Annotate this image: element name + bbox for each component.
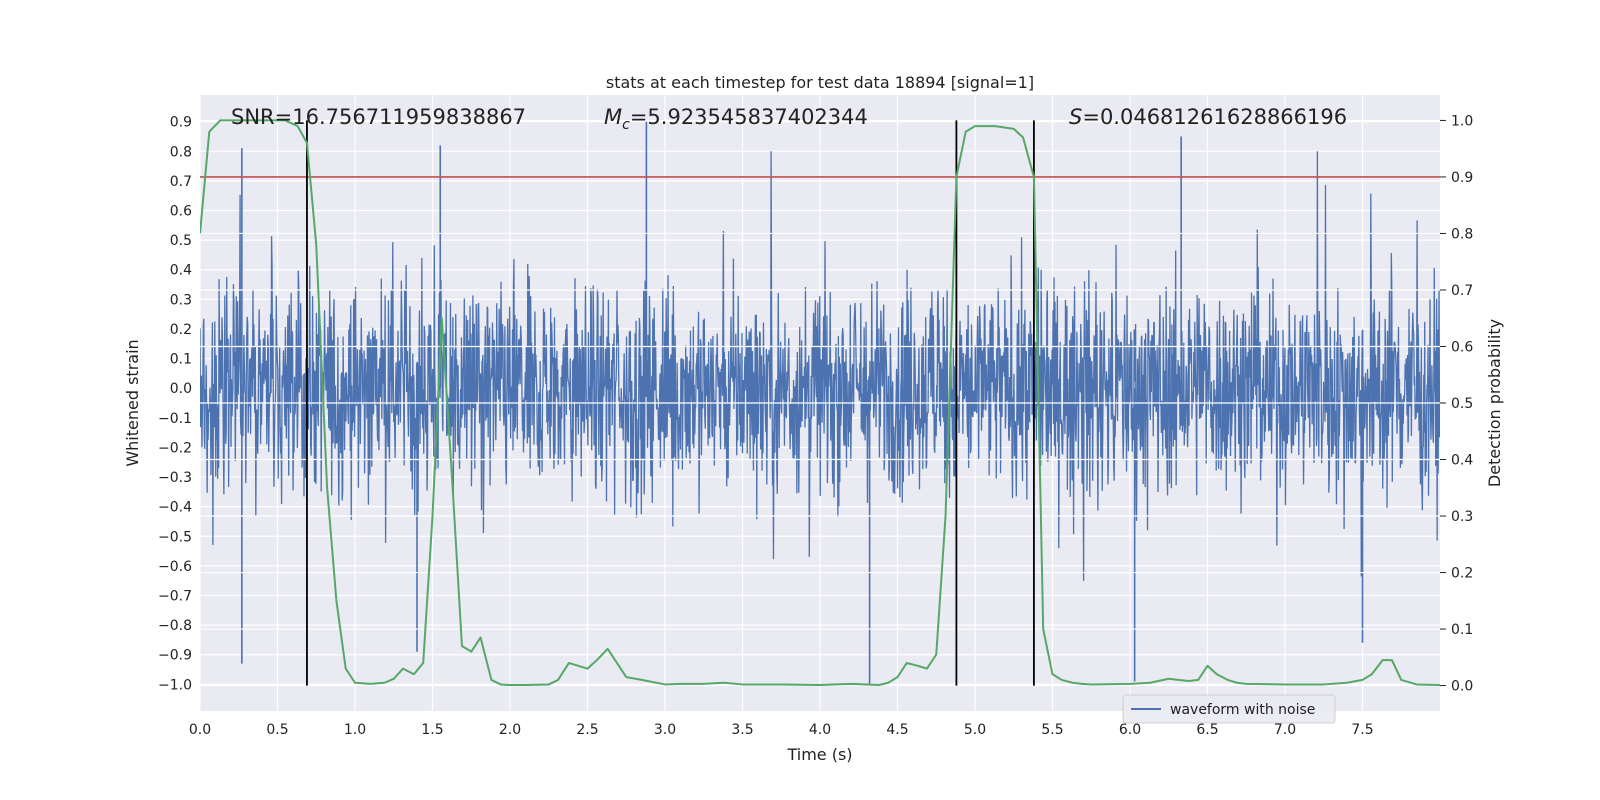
y-tick-label: 0.5 <box>170 233 192 249</box>
legend-entry-waveform: waveform with noise <box>1170 702 1315 718</box>
y-tick-label: −0.4 <box>158 500 192 516</box>
y2-tick-label: 0.0 <box>1451 679 1473 695</box>
y2-tick-label: 0.5 <box>1451 396 1473 412</box>
y-tick-label: 0.0 <box>170 381 192 397</box>
y-tick-label: −0.6 <box>158 559 192 575</box>
x-tick-label: 6.5 <box>1196 722 1218 738</box>
chirp-mass-symbol: M <box>604 105 622 129</box>
y2-tick-label: 0.9 <box>1451 170 1473 186</box>
legend: waveform with noise <box>1122 694 1336 724</box>
y2-tick-label: 0.6 <box>1451 339 1473 355</box>
y-tick-label: 0.9 <box>170 115 192 131</box>
x-tick-label: 3.0 <box>654 722 676 738</box>
waveform-line <box>200 151 1440 581</box>
y-tick-label: −0.9 <box>158 648 192 664</box>
y2-tick-label: 0.3 <box>1451 509 1473 525</box>
snr-annotation: SNR=16.756711959838867 <box>231 105 526 129</box>
x-tick-label: 4.5 <box>886 722 908 738</box>
y-axis-label: Whitened strain <box>123 339 142 466</box>
y-tick-label: −0.1 <box>158 411 192 427</box>
x-tick-label: 1.5 <box>421 722 443 738</box>
y-tick-label: −0.7 <box>158 589 192 605</box>
s-annotation: S=0.04681261628866196 <box>1069 105 1347 129</box>
chirp-mass-subscript: c <box>622 117 630 133</box>
x-tick-label: 3.5 <box>731 722 753 738</box>
x-tick-label: 0.0 <box>189 722 211 738</box>
x-tick-label: 5.0 <box>964 722 986 738</box>
y2-tick-label: 0.8 <box>1451 226 1473 242</box>
s-value: =0.04681261628866196 <box>1082 105 1347 129</box>
y2-axis-label: Detection probability <box>1485 319 1504 487</box>
legend-box <box>1122 694 1336 724</box>
y-tick-label: 0.2 <box>170 322 192 338</box>
y2-tick-label: 0.1 <box>1451 622 1473 638</box>
y-tick-label: 0.8 <box>170 144 192 160</box>
y-tick-label: 0.1 <box>170 352 192 368</box>
probability-series <box>200 119 1440 686</box>
y-tick-label: −0.8 <box>158 618 192 634</box>
axis-ticks: 0.0 0.5 1.0 1.5 2.0 2.5 3.0 3.5 4.0 4.5 5.0 5.5 6.0 6… <box>158 113 1473 738</box>
y2-tick-label: 0.2 <box>1451 566 1473 582</box>
s-symbol: S <box>1069 105 1082 129</box>
y-tick-label: −1.0 <box>158 677 192 693</box>
x-tick-label: 7.0 <box>1274 722 1296 738</box>
y2-tick-label: 0.4 <box>1451 453 1473 469</box>
chirp-mass-value: =5.923545837402344 <box>630 105 868 129</box>
chirp-mass-annotation: Mc=5.923545837402344 <box>604 105 868 133</box>
x-tick-label: 4.0 <box>809 722 831 738</box>
x-tick-label: 2.5 <box>576 722 598 738</box>
probability-line <box>200 119 1440 686</box>
x-tick-label: 2.0 <box>499 722 521 738</box>
x-axis-label: Time (s) <box>786 745 852 764</box>
y-tick-label: 0.3 <box>170 292 192 308</box>
x-tick-label: 7.5 <box>1351 722 1373 738</box>
y-tick-label: −0.3 <box>158 470 192 486</box>
x-tick-label: 0.5 <box>266 722 288 738</box>
x-tick-label: 6.0 <box>1119 722 1141 738</box>
y-tick-label: 0.6 <box>170 204 192 220</box>
y2-tick-label: 0.7 <box>1451 283 1473 299</box>
y-tick-label: −0.2 <box>158 440 192 456</box>
y-tick-label: 0.7 <box>170 174 192 190</box>
y-tick-label: −0.5 <box>158 529 192 545</box>
y-tick-label: 0.4 <box>170 263 192 279</box>
x-tick-label: 5.5 <box>1041 722 1063 738</box>
chart-title: stats at each timestep for test data 188… <box>606 73 1034 92</box>
y2-tick-label: 1.0 <box>1451 113 1473 129</box>
x-tick-label: 1.0 <box>344 722 366 738</box>
